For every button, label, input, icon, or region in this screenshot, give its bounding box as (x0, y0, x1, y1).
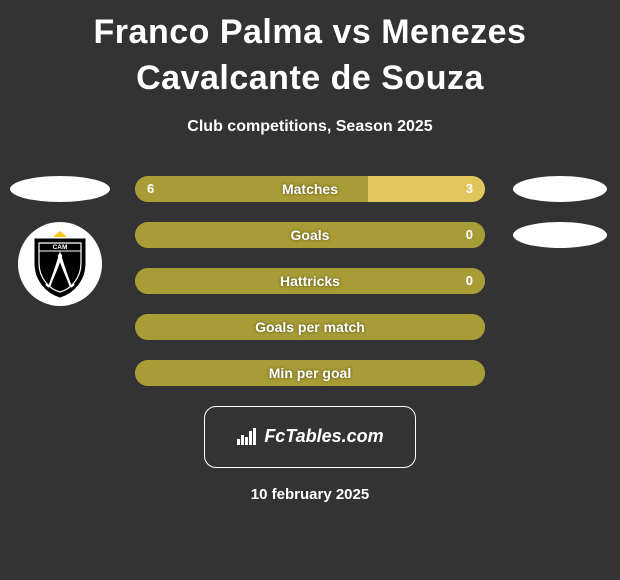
stat-bar: Matches6 3 (135, 176, 485, 202)
infographic-container: Franco Palma vs Menezes Cavalcante de So… (0, 0, 620, 580)
stat-bar: Min per goal (135, 360, 485, 386)
comparison-subtitle: Club competitions, Season 2025 (0, 118, 620, 136)
stat-bar-label: Hattricks (135, 268, 485, 294)
stat-bar: Hattricks0 (135, 268, 485, 294)
stat-left-value: 6 (147, 176, 154, 202)
right-player-photo-placeholder-1 (513, 176, 607, 202)
club-crest-icon: CAM (29, 229, 91, 299)
bar-chart-icon (236, 427, 258, 447)
stat-bar-label: Goals (135, 222, 485, 248)
stat-bar: Goals0 (135, 222, 485, 248)
stat-bar: Goals per match (135, 314, 485, 340)
stat-right-value: 0 (466, 222, 473, 248)
attribution-text: FcTables.com (264, 426, 383, 447)
comparison-body: CAM Matches63Goals0Hattricks0Goals per m… (0, 176, 620, 386)
left-player-photo-placeholder (10, 176, 110, 202)
badge-letters: CAM (53, 244, 68, 251)
stat-bar-label: Min per goal (135, 360, 485, 386)
stat-bar-label: Matches (135, 176, 485, 202)
stat-right-value: 3 (466, 176, 473, 202)
attribution-box: FcTables.com (204, 406, 416, 468)
right-player-photo-placeholder-2 (513, 222, 607, 248)
stat-bar-label: Goals per match (135, 314, 485, 340)
comparison-title: Franco Palma vs Menezes Cavalcante de So… (0, 0, 620, 102)
left-club-badge: CAM (18, 222, 102, 306)
stat-right-value: 0 (466, 268, 473, 294)
date-text: 10 february 2025 (0, 486, 620, 503)
left-player-column: CAM (10, 176, 110, 306)
right-player-column (510, 176, 610, 268)
stats-bars: Matches63Goals0Hattricks0Goals per match… (135, 176, 485, 386)
